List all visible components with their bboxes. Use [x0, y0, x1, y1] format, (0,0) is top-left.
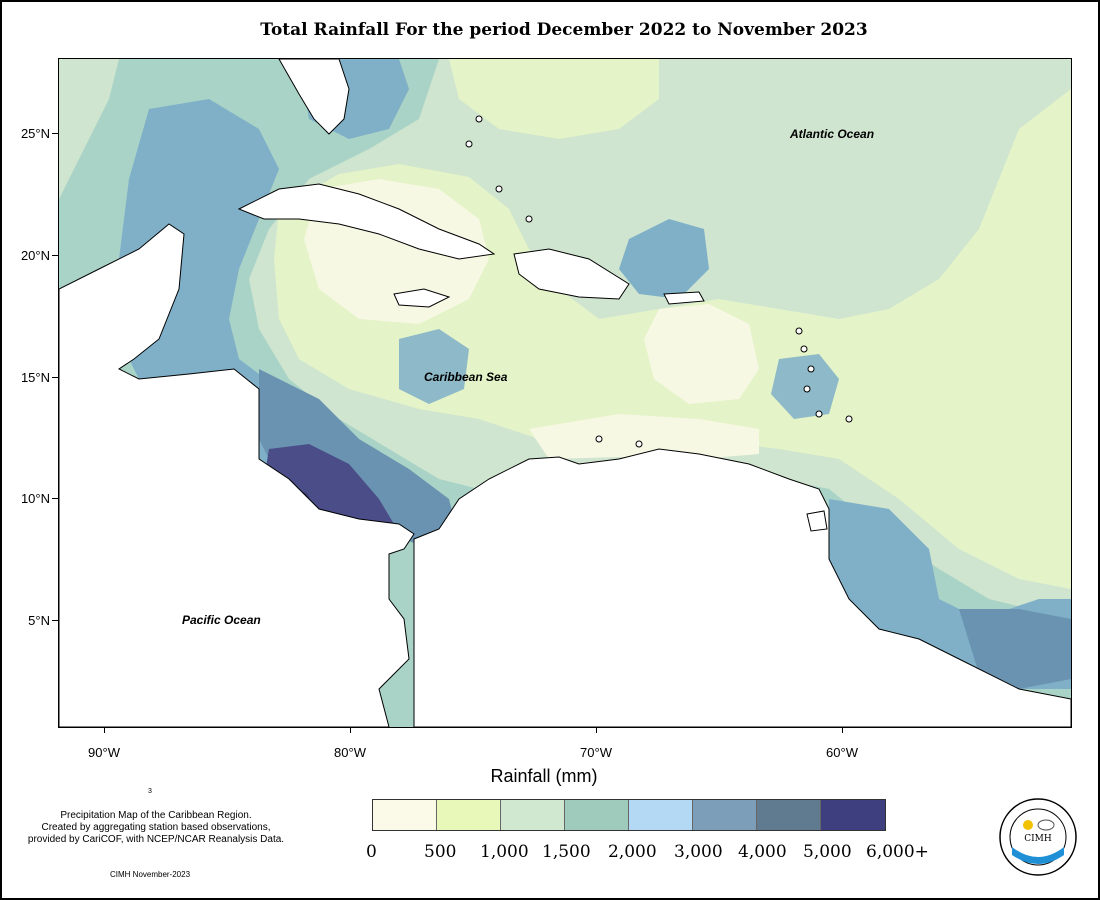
small-mark: 3 [148, 788, 152, 795]
land-trinidad [806, 510, 828, 532]
legend-swatch-6 [757, 800, 821, 830]
legend-value-1500: 1,500 [542, 842, 591, 862]
legend-value-0: 0 [366, 842, 377, 862]
y-axis-tick-25n [52, 133, 58, 134]
y-axis-tick-15n [52, 377, 58, 378]
y-axis-label-10n: 10°N [20, 491, 50, 506]
land-hispaniola [513, 248, 630, 300]
cimh-logo: CIMH [998, 797, 1078, 877]
rainfall-zone-0-east [644, 304, 759, 404]
rainfall-map [58, 58, 1072, 728]
x-axis-tick-60w [842, 727, 843, 733]
land-cuba [237, 183, 496, 260]
island-1 [795, 327, 803, 335]
cloud-icon [1037, 819, 1055, 831]
y-axis-tick-10n [52, 498, 58, 499]
small-islands [465, 115, 853, 448]
island-2 [800, 345, 808, 353]
legend-swatch-5 [693, 800, 757, 830]
rainfall-zone-2000-sea [399, 329, 469, 404]
land-south-america [413, 448, 1071, 727]
y-axis-tick-5n [52, 620, 58, 621]
rainfall-zone-500-north [449, 59, 659, 139]
x-axis-tick-80w [350, 727, 351, 733]
pacific-ocean-label: Pacific Ocean [182, 613, 261, 627]
y-axis-label-25n: 25°N [20, 126, 50, 141]
sun-icon [1023, 820, 1033, 830]
land-jamaica [393, 288, 451, 308]
x-axis-label-60w: 60°W [826, 745, 858, 760]
legend-value-500: 500 [424, 842, 457, 862]
legend-color-bar [372, 799, 886, 831]
island-5 [815, 410, 823, 418]
legend-value-5000: 5,000 [803, 842, 852, 862]
x-axis-label-70w: 70°W [580, 745, 612, 760]
y-axis-tick-20n [52, 255, 58, 256]
note-line-3: provided by CariCOF, with NCEP/NCAR Rean… [27, 834, 285, 845]
rainfall-zone-0-south [529, 414, 759, 459]
legend-value-1000: 1,000 [480, 842, 529, 862]
island-10 [525, 215, 533, 223]
y-axis-label-20n: 20°N [20, 248, 50, 263]
legend-value-2000: 2,000 [608, 842, 657, 862]
x-axis-tick-70w [596, 727, 597, 733]
map-note: Precipitation Map of the Caribbean Regio… [6, 810, 306, 846]
legend-swatch-2 [501, 800, 565, 830]
island-8 [465, 140, 473, 148]
island-9 [495, 185, 503, 193]
legend-swatch-0 [373, 800, 437, 830]
x-axis-label-90w: 90°W [88, 745, 120, 760]
y-axis-label-15n: 15°N [20, 370, 50, 385]
land-group [59, 59, 1071, 727]
land-puerto-rico [663, 291, 705, 305]
legend-value-6000: 6,000+ [866, 842, 929, 862]
island-12 [635, 440, 643, 448]
caribbean-sea-label: Caribbean Sea [424, 370, 508, 384]
land-central-america [59, 223, 415, 727]
rainfall-map-svg [59, 59, 1071, 727]
note-line-2: Created by aggregating station based obs… [41, 822, 271, 833]
x-axis-label-80w: 80°W [334, 745, 366, 760]
wave-icon [1012, 847, 1064, 864]
island-4 [803, 385, 811, 393]
x-axis-tick-90w [104, 727, 105, 733]
y-axis-label-5n: 5°N [28, 613, 50, 628]
legend-swatch-7 [821, 800, 885, 830]
rainfall-zone-5000 [264, 444, 394, 529]
rainfall-zone-3000-guiana [959, 609, 1071, 689]
atlantic-ocean-label: Atlantic Ocean [790, 127, 875, 141]
island-6 [845, 415, 853, 423]
island-7 [475, 115, 483, 123]
legend-swatch-1 [437, 800, 501, 830]
map-title: Total Rainfall For the period December 2… [260, 20, 868, 40]
land-florida [278, 59, 350, 135]
rainfall-zone-3000 [259, 369, 459, 549]
rainfall-zone-2000-atlantic [619, 219, 709, 299]
legend-swatch-3 [565, 800, 629, 830]
rainfall-zone-1000-west [59, 59, 119, 199]
logo-abbr: CIMH [1024, 834, 1052, 844]
note-line-1: Precipitation Map of the Caribbean Regio… [60, 810, 252, 821]
legend-title: Rainfall (mm) [490, 766, 598, 786]
island-11 [595, 435, 603, 443]
cimh-logo-svg: CIMH [999, 798, 1077, 876]
island-3 [807, 365, 815, 373]
credit-text: CIMH November-2023 [110, 870, 191, 879]
legend-value-3000: 3,000 [674, 842, 723, 862]
legend-swatch-4 [629, 800, 693, 830]
legend-value-4000: 4,000 [738, 842, 787, 862]
